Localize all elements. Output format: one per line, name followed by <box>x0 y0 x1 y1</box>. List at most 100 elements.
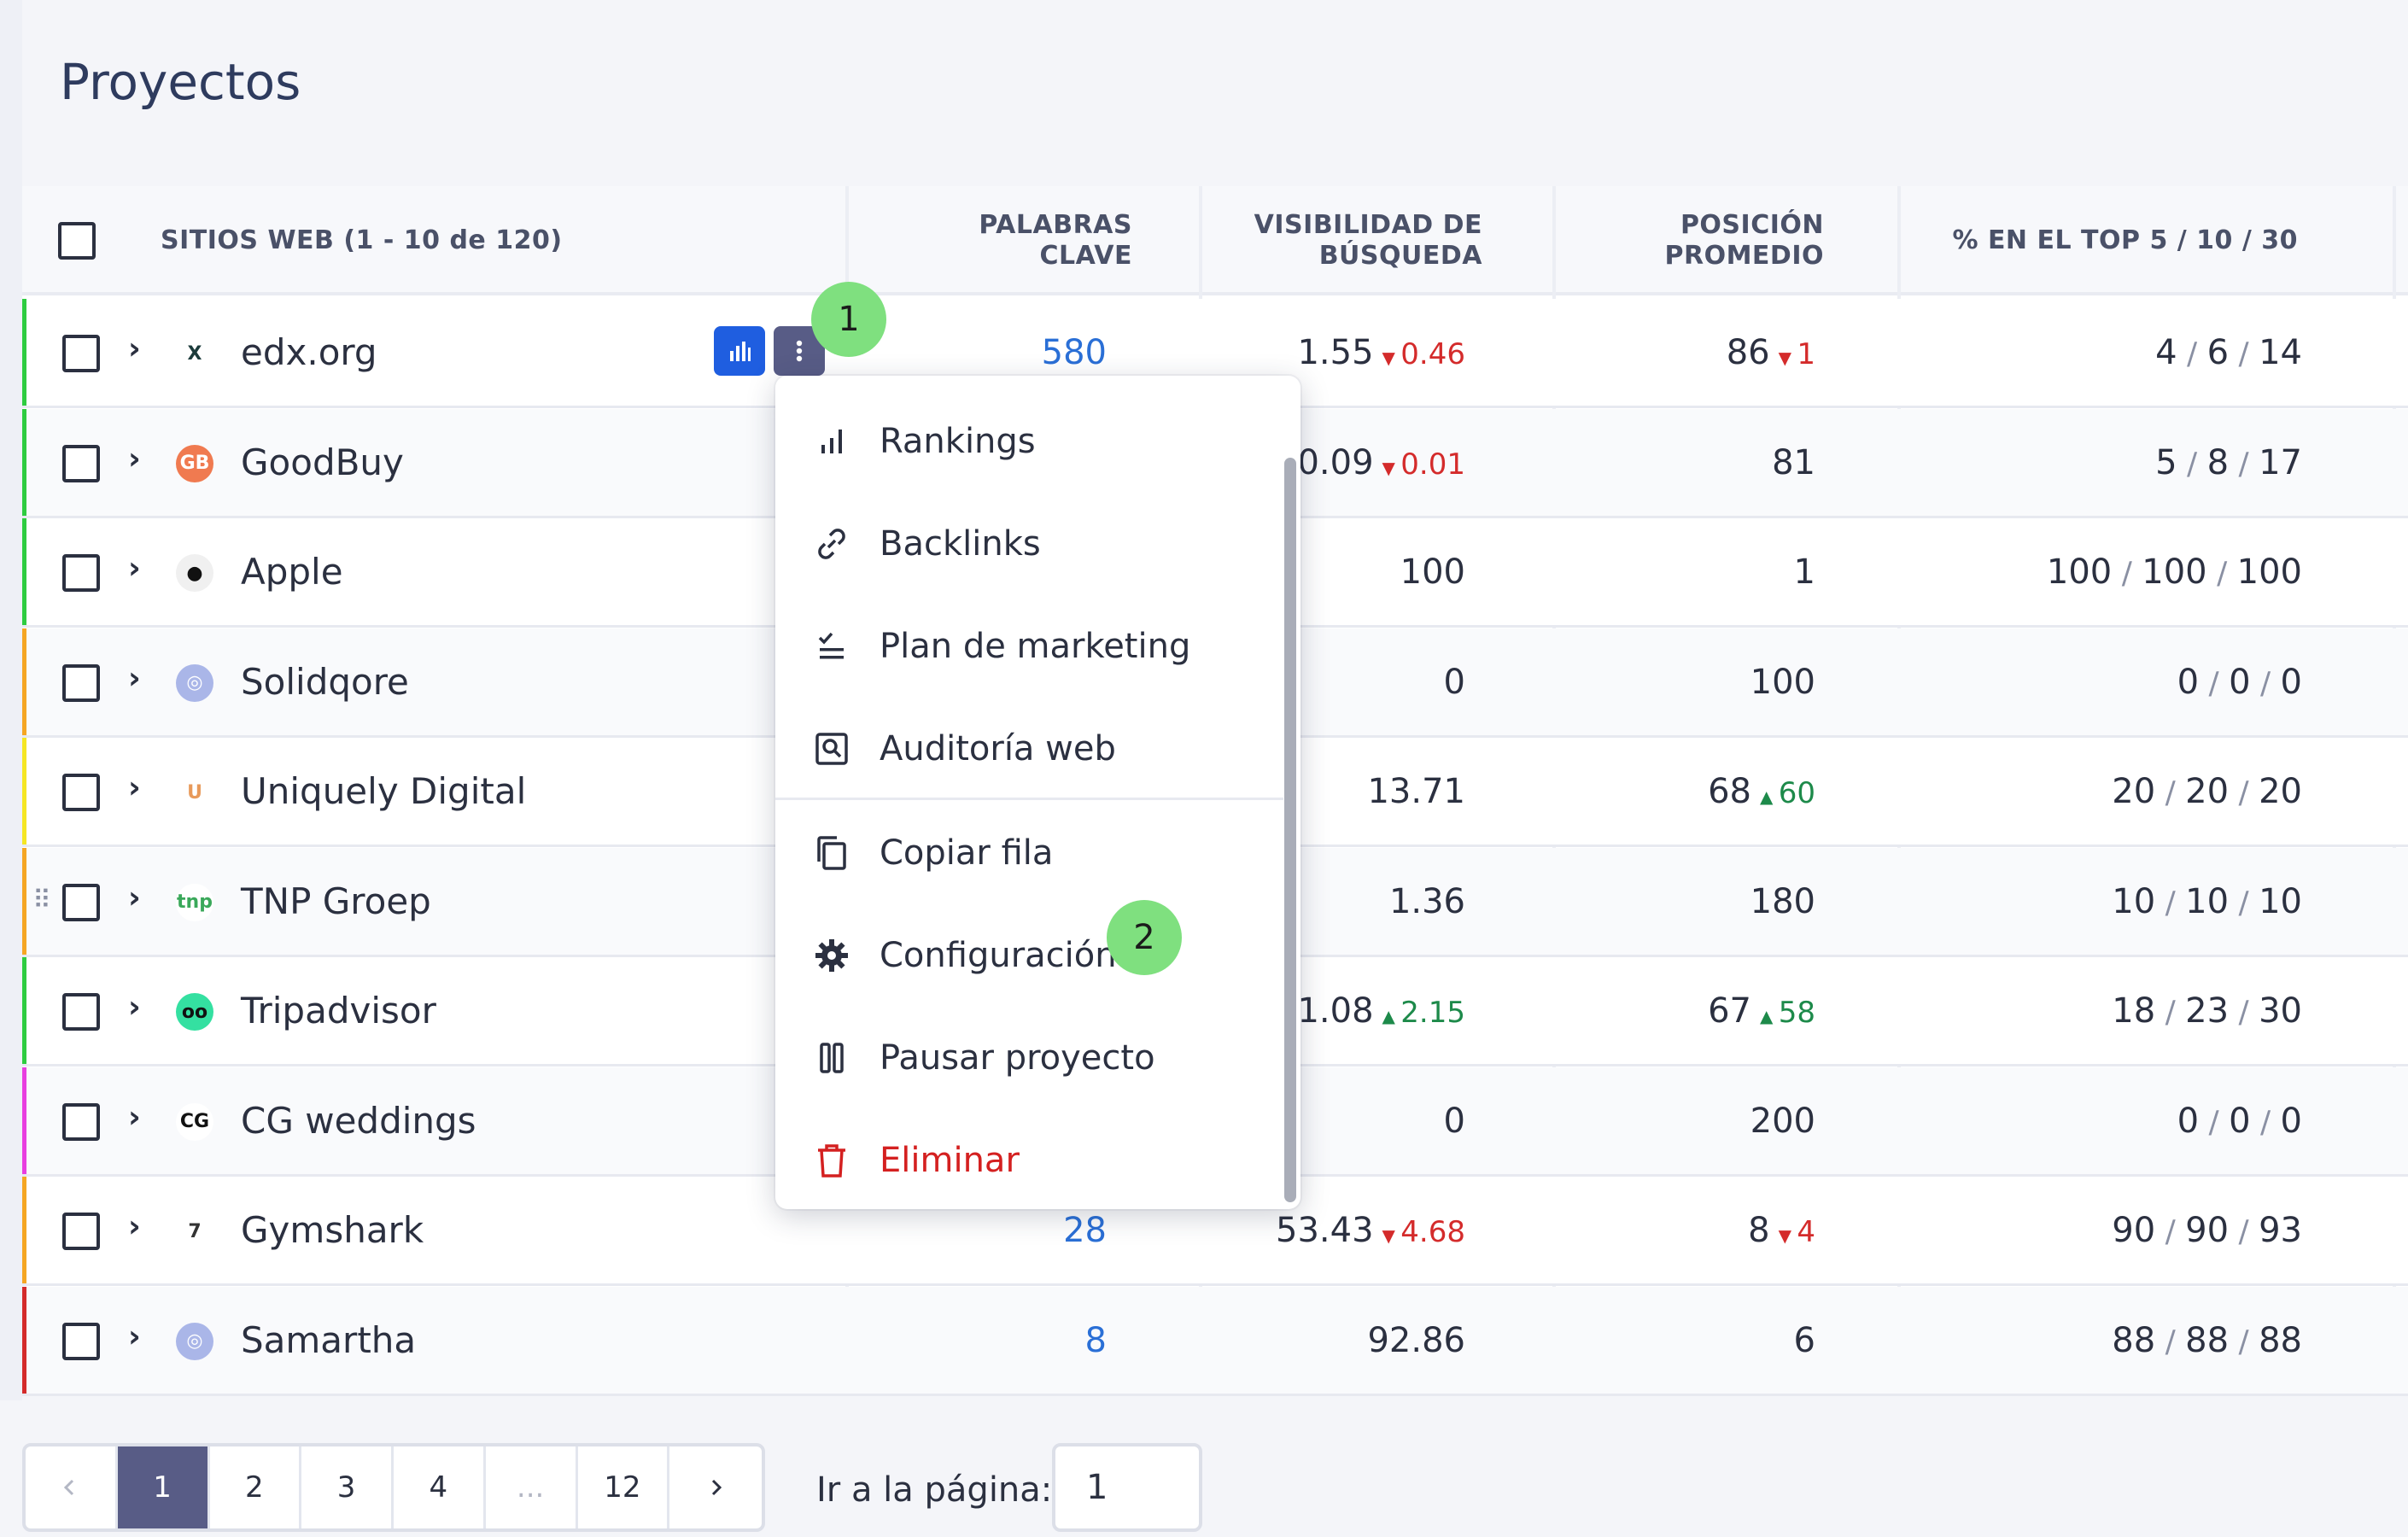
menu-item-label: Plan de marketing <box>880 627 1191 666</box>
top-percent-value: 30 <box>2259 991 2302 1031</box>
expand-chevron-icon[interactable]: › <box>128 331 141 366</box>
expand-chevron-icon[interactable]: › <box>128 551 141 586</box>
row-checkbox[interactable] <box>62 993 100 1031</box>
menu-item-rankings[interactable]: Rankings <box>775 390 1279 493</box>
site-name[interactable]: GoodBuy <box>241 441 404 483</box>
site-name[interactable]: edx.org <box>241 331 377 373</box>
menu-item-backlinks[interactable]: Backlinks <box>775 493 1279 595</box>
keywords-cell: 8 <box>876 1321 1107 1360</box>
row-checkbox[interactable] <box>62 883 100 921</box>
position-value: 86 <box>1726 333 1770 372</box>
position-value: 200 <box>1750 1101 1815 1141</box>
pause-icon <box>809 1036 854 1080</box>
page-button[interactable]: 4 <box>394 1446 486 1528</box>
page-button[interactable]: 2 <box>210 1446 302 1528</box>
keywords-cell: 28 <box>876 1211 1107 1250</box>
expand-chevron-icon[interactable]: › <box>128 770 141 805</box>
header-position-line1: POSICIÓN <box>1680 210 1824 240</box>
header-keywords-line2: CLAVE <box>1039 241 1132 271</box>
expand-chevron-icon[interactable]: › <box>128 990 141 1025</box>
top-percent-value: 17 <box>2259 442 2302 482</box>
row-checkbox[interactable] <box>62 774 100 811</box>
site-name[interactable]: Solidqore <box>241 660 409 703</box>
header-visibility[interactable]: VISIBILIDAD DE BÚSQUEDA <box>1218 186 1482 295</box>
keywords-link[interactable]: 580 <box>1041 333 1107 372</box>
site-name[interactable]: TNP Groep <box>241 880 431 922</box>
menu-item-label: Copiar fila <box>880 833 1054 873</box>
site-name[interactable]: Apple <box>241 551 343 593</box>
goto-page-label: Ir a la página: <box>816 1470 1053 1510</box>
header-sites[interactable]: SITIOS WEB (1 - 10 de 120) <box>161 225 563 255</box>
position-delta: ▲ 58 <box>1760 996 1815 1030</box>
position-value: 81 <box>1772 442 1815 482</box>
menu-item-web-audit[interactable]: Auditoría web <box>775 698 1279 800</box>
visibility-value: 0 <box>1443 1101 1465 1141</box>
table-row[interactable]: › ◎ Samartha 8 92.86 6 88 / 88 / 88 <box>22 1286 2408 1396</box>
header-top[interactable]: % EN EL TOP 5 / 10 / 30 <box>1952 225 2298 255</box>
site-name[interactable]: Gymshark <box>241 1209 424 1251</box>
page-button[interactable]: 3 <box>301 1446 394 1528</box>
callout-2: 2 <box>1107 900 1182 975</box>
site-name[interactable]: CG weddings <box>241 1099 476 1142</box>
row-checkbox[interactable] <box>62 1213 100 1250</box>
visibility-cell: 92.86 <box>1209 1321 1465 1360</box>
position-value: 180 <box>1750 881 1815 921</box>
select-all-checkbox[interactable] <box>58 222 96 260</box>
expand-chevron-icon[interactable]: › <box>128 441 141 476</box>
keywords-link[interactable]: 28 <box>1063 1211 1107 1250</box>
menu-item-label: Eliminar <box>880 1141 1020 1180</box>
page-button[interactable]: 1 <box>117 1446 210 1528</box>
row-checkbox[interactable] <box>62 554 100 592</box>
expand-chevron-icon[interactable]: › <box>128 880 141 915</box>
visibility-delta: ▼ 0.46 <box>1382 337 1465 371</box>
cg-logo-icon: CG <box>176 1102 213 1141</box>
row-checkbox[interactable] <box>62 335 100 372</box>
goto-page-input[interactable] <box>1052 1443 1202 1532</box>
status-stripe <box>22 628 26 735</box>
expand-chevron-icon[interactable]: › <box>128 1318 141 1354</box>
expand-chevron-icon[interactable]: › <box>128 660 141 696</box>
menu-item-pause-project[interactable]: Pausar proyecto <box>775 1007 1279 1109</box>
menu-item-copy-row[interactable]: Copiar fila <box>775 802 1279 904</box>
status-stripe <box>22 738 26 844</box>
bar-chart-icon <box>809 419 854 464</box>
separator: / <box>2229 336 2259 371</box>
row-checkbox[interactable] <box>62 1322 100 1360</box>
separator: / <box>2199 1104 2230 1140</box>
link-icon <box>809 522 854 566</box>
top-percent-cell: 90 / 90 / 93 <box>1943 1211 2302 1250</box>
chevron-left-icon <box>64 1479 74 1496</box>
next-page-button[interactable] <box>669 1446 762 1528</box>
expand-chevron-icon[interactable]: › <box>128 1209 141 1244</box>
drag-handle-icon[interactable]: ⠿ <box>32 885 51 915</box>
rankings-quick-button[interactable] <box>714 326 765 376</box>
triangle-up-icon: ▲ <box>1759 1006 1779 1026</box>
page-button[interactable]: 12 <box>578 1446 670 1528</box>
triangle-down-icon: ▼ <box>1382 348 1401 368</box>
menu-scrollbar[interactable] <box>1284 458 1296 1202</box>
keywords-link[interactable]: 8 <box>1084 1320 1107 1360</box>
header-keywords[interactable]: PALABRAS CLAVE <box>885 186 1132 295</box>
site-name[interactable]: Uniquely Digital <box>241 770 527 812</box>
position-value: 1 <box>1793 552 1815 592</box>
copy-icon <box>809 831 854 875</box>
top-percent-value: 0 <box>2177 662 2200 702</box>
row-checkbox[interactable] <box>62 663 100 702</box>
expand-chevron-icon[interactable]: › <box>128 1099 141 1135</box>
top-percent-value: 0 <box>2280 1101 2302 1141</box>
position-cell: 180 <box>1559 882 1815 921</box>
separator: / <box>2229 885 2259 920</box>
visibility-value: 1.36 <box>1388 881 1465 921</box>
triangle-up-icon: ▲ <box>1759 786 1779 807</box>
row-checkbox[interactable] <box>62 1102 100 1141</box>
top-percent-value: 0 <box>2177 1101 2200 1141</box>
menu-item-marketing-plan[interactable]: Plan de marketing <box>775 595 1279 698</box>
menu-item-settings[interactable]: Configuración <box>775 904 1279 1007</box>
site-name[interactable]: Samartha <box>241 1318 417 1361</box>
prev-page-button[interactable] <box>26 1446 118 1528</box>
top-percent-value: 0 <box>2229 1101 2251 1141</box>
header-position[interactable]: POSICIÓN PROMEDIO <box>1568 186 1824 295</box>
menu-item-delete[interactable]: Eliminar <box>775 1109 1279 1212</box>
row-checkbox[interactable] <box>62 444 100 482</box>
site-name[interactable]: Tripadvisor <box>241 990 436 1031</box>
